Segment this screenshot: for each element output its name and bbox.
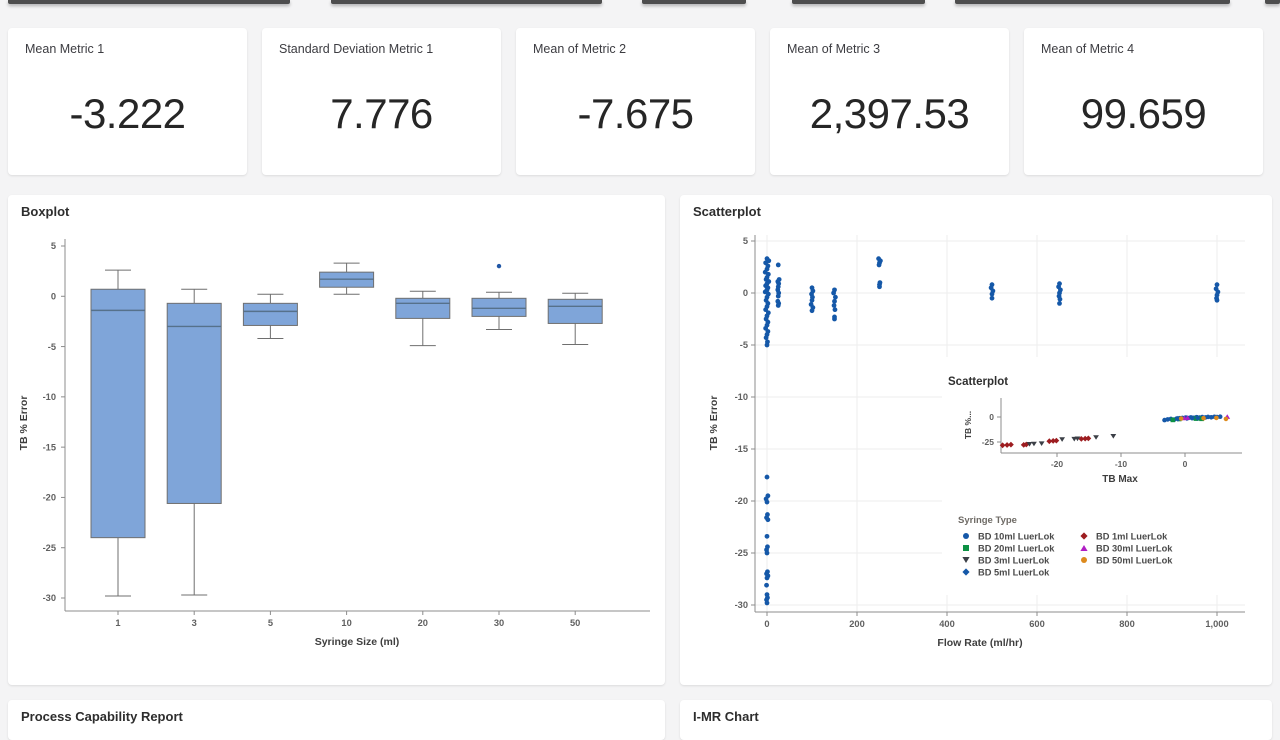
svg-text:600: 600 [1029, 619, 1045, 629]
metric-card-mean-metric-2[interactable]: Mean of Metric 2 -7.675 [516, 28, 755, 175]
metric-card-value: -7.675 [577, 90, 694, 137]
svg-text:0: 0 [1183, 459, 1188, 469]
svg-text:TB % Error: TB % Error [708, 396, 720, 451]
process-capability-panel[interactable]: Process Capability Report [8, 700, 665, 740]
svg-text:10: 10 [341, 618, 351, 628]
svg-text:-15: -15 [43, 442, 56, 452]
boxplot-panel-title: Boxplot [21, 204, 70, 219]
svg-text:30: 30 [494, 618, 504, 628]
svg-text:5: 5 [51, 241, 56, 251]
inset-backing [942, 357, 1260, 595]
imr-chart-panel[interactable]: I-MR Chart [680, 700, 1272, 740]
scatter-axes: 5 0 -5 -10 -15 -20 -25 -30 0 200 400 600 800 1,000 Flo… [708, 235, 1245, 649]
metric-card-title: Standard Deviation Metric 1 [279, 42, 434, 56]
metric-card-mean-metric-3[interactable]: Mean of Metric 3 2,397.53 [770, 28, 1009, 175]
svg-text:BD 5ml LuerLok: BD 5ml LuerLok [978, 567, 1050, 577]
svg-text:Syringe Size (ml): Syringe Size (ml) [315, 636, 400, 648]
card-shadow-bar [955, 0, 1230, 4]
imr-chart-title: I-MR Chart [693, 709, 759, 724]
svg-text:400: 400 [939, 619, 955, 629]
inset-scatterplot: Scatterplot 0 -25 -20 -10 0 TB Max TB %... [948, 376, 1242, 485]
svg-text:-30: -30 [735, 600, 748, 610]
metric-card-value: -3.222 [69, 90, 186, 137]
svg-text:0: 0 [764, 619, 769, 629]
svg-text:-5: -5 [48, 342, 56, 352]
card-shadow-bar [792, 0, 925, 4]
svg-text:-10: -10 [1115, 459, 1128, 469]
metric-card-value: 2,397.53 [809, 90, 970, 137]
metric-card-title: Mean of Metric 4 [1041, 42, 1135, 56]
svg-text:Syringe Type: Syringe Type [958, 515, 1017, 526]
card-shadow-bar [1265, 0, 1280, 4]
svg-text:-20: -20 [735, 496, 748, 506]
metric-card-title: Mean Metric 1 [25, 42, 105, 56]
svg-text:BD 20ml LuerLok: BD 20ml LuerLok [978, 543, 1055, 553]
svg-text:Flow Rate (ml/hr): Flow Rate (ml/hr) [937, 637, 1022, 649]
svg-text:BD 50ml LuerLok: BD 50ml LuerLok [1096, 555, 1173, 565]
svg-text:BD 30ml LuerLok: BD 30ml LuerLok [1096, 543, 1173, 553]
svg-text:-10: -10 [43, 392, 56, 402]
process-capability-title: Process Capability Report [21, 709, 183, 724]
card-shadow-bar [331, 0, 602, 4]
svg-text:BD 1ml LuerLok: BD 1ml LuerLok [1096, 531, 1168, 541]
svg-text:-25: -25 [43, 543, 56, 553]
svg-text:-15: -15 [735, 444, 748, 454]
inset-series-bd-3ml-luerlok [1026, 434, 1117, 447]
svg-text:-20: -20 [1051, 459, 1064, 469]
svg-text:TB %...: TB %... [963, 411, 973, 439]
svg-text:TB Max: TB Max [1102, 474, 1138, 485]
svg-text:200: 200 [849, 619, 865, 629]
svg-text:0: 0 [743, 288, 748, 298]
svg-text:-30: -30 [43, 593, 56, 603]
svg-text:BD 3ml LuerLok: BD 3ml LuerLok [978, 555, 1050, 565]
svg-text:-5: -5 [740, 340, 748, 350]
scatterplot-panel[interactable]: Scatterplot 5 0 -5 -10 -15 -20 -25 -30 0 200 400 60… [680, 195, 1272, 685]
svg-text:800: 800 [1119, 619, 1135, 629]
inset-series-bd-50ml-luerlok [1178, 415, 1229, 422]
svg-text:0: 0 [51, 291, 56, 301]
svg-text:1,000: 1,000 [1205, 619, 1228, 629]
svg-text:-20: -20 [43, 493, 56, 503]
metric-card-stdev-metric-1[interactable]: Standard Deviation Metric 1 7.776 [262, 28, 501, 175]
svg-text:1: 1 [115, 618, 120, 628]
boxplot-panel[interactable]: Boxplot 5 0 -5 -10 -15 -20 -25 -30 1 3 5 10 20 30 50 Sy… [8, 195, 665, 685]
card-shadow-bar [8, 0, 290, 4]
svg-text:-25: -25 [735, 548, 748, 558]
metric-card-title: Mean of Metric 3 [787, 42, 881, 56]
scatter-points [762, 256, 1221, 606]
svg-text:BD 10ml LuerLok: BD 10ml LuerLok [978, 531, 1055, 541]
svg-text:20: 20 [418, 618, 428, 628]
scatterplot-panel-title: Scatterplot [693, 204, 761, 219]
svg-text:50: 50 [570, 618, 580, 628]
svg-text:-10: -10 [735, 392, 748, 402]
metric-card-mean-metric-4[interactable]: Mean of Metric 4 99.659 [1024, 28, 1263, 175]
svg-text:5: 5 [743, 236, 748, 246]
svg-text:3: 3 [192, 618, 197, 628]
svg-text:TB % Error: TB % Error [18, 396, 30, 451]
metric-card-value: 99.659 [1080, 90, 1207, 137]
card-shadow-bar [642, 0, 746, 4]
boxplot-boxes [90, 262, 603, 597]
metric-card-mean-metric-1[interactable]: Mean Metric 1 -3.222 [8, 28, 247, 175]
svg-text:0: 0 [989, 412, 994, 422]
scatterplot-svg: 5 0 -5 -10 -15 -20 -25 -30 0 200 400 600 800 1,000 Flo… [708, 235, 1260, 649]
metric-card-title: Mean of Metric 2 [533, 42, 627, 56]
svg-text:-25: -25 [982, 437, 995, 447]
metric-card-value: 7.776 [330, 90, 433, 137]
svg-text:Scatterplot: Scatterplot [948, 376, 1008, 388]
svg-text:5: 5 [268, 618, 273, 628]
